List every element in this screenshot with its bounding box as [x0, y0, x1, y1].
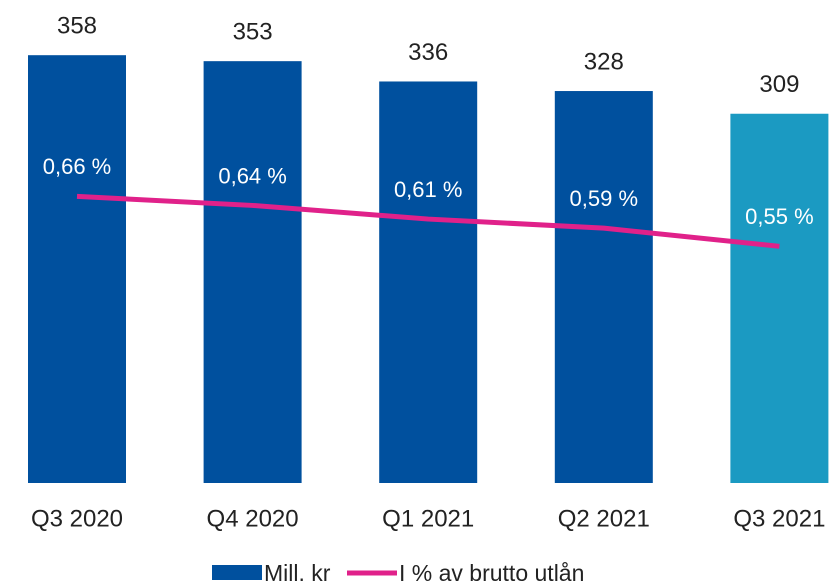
bar — [379, 81, 478, 483]
line-value-label: 0,66 % — [43, 154, 112, 179]
bar-value-label: 328 — [584, 48, 624, 75]
x-tick-label: Q4 2020 — [207, 505, 299, 532]
bar-value-label: 353 — [233, 19, 273, 46]
line-value-label: 0,64 % — [218, 163, 287, 188]
bar — [203, 61, 302, 483]
legend-label: Mill. kr — [264, 560, 331, 586]
x-tick-label: Q3 2021 — [733, 505, 825, 532]
line-value-label: 0,61 % — [394, 177, 463, 202]
bar — [730, 113, 829, 484]
bar — [28, 55, 126, 483]
x-tick-label: Q2 2021 — [558, 505, 650, 532]
x-tick-label: Q3 2020 — [31, 505, 123, 532]
legend-label: I % av brutto utlån — [399, 560, 584, 586]
line — [76, 193, 780, 249]
x-tick-label: Q1 2021 — [382, 505, 474, 532]
line-value-label: 0,59 % — [570, 186, 639, 211]
legend-swatch — [212, 565, 262, 580]
line-value-label: 0,55 % — [745, 204, 814, 229]
bar-value-label: 336 — [408, 39, 448, 66]
bar-value-label: 309 — [759, 71, 799, 98]
bar — [554, 91, 653, 483]
bar-value-label: 358 — [57, 13, 97, 40]
